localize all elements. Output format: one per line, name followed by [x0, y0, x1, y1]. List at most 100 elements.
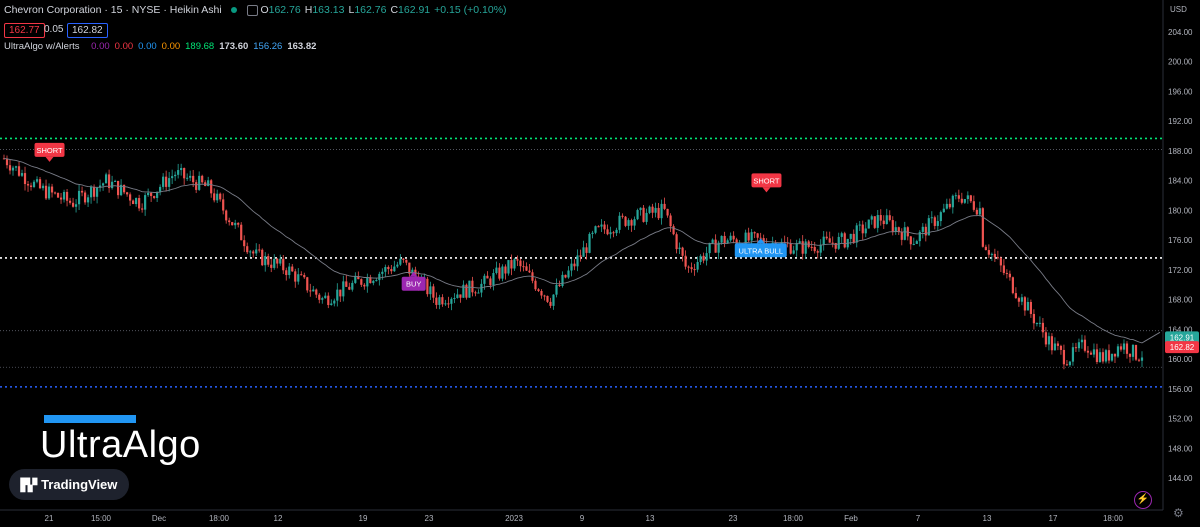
candle-body	[603, 224, 606, 230]
candle-body	[47, 186, 51, 199]
candle-body	[750, 232, 753, 241]
candle-body	[843, 233, 846, 248]
candle-body	[23, 173, 27, 185]
y-tick-label: 180.00	[1168, 206, 1193, 215]
candle-body	[195, 182, 198, 190]
x-tick-label: 13	[646, 514, 655, 523]
candle-body	[1050, 336, 1054, 351]
candle-body	[303, 275, 306, 278]
candle-body	[489, 278, 492, 286]
lightning-icon[interactable]: ⚡	[1134, 491, 1152, 509]
candle-body	[366, 277, 369, 287]
candle-body	[1077, 342, 1081, 349]
candle-body	[180, 168, 183, 171]
ohlc-key: L	[348, 4, 355, 16]
candle-body	[219, 193, 222, 200]
candle-body	[1011, 277, 1014, 294]
y-tick-label: 156.00	[1168, 385, 1193, 394]
signal-short[interactable]: SHORT	[34, 142, 65, 162]
candle-body	[396, 264, 399, 267]
candle-body	[1119, 346, 1123, 350]
candle-body	[68, 200, 72, 203]
candle-body	[1080, 339, 1084, 343]
candle-body	[633, 219, 636, 226]
candle-body	[159, 186, 162, 192]
candle-body	[126, 192, 129, 195]
candle-body	[288, 266, 291, 276]
candle-body	[426, 278, 429, 295]
buy-price-box[interactable]: 162.82	[67, 23, 108, 38]
candle-body	[1140, 357, 1144, 361]
currency-label: USD	[1170, 5, 1187, 14]
candle-body	[642, 207, 645, 222]
candle-body	[345, 281, 348, 287]
candle-body	[77, 190, 81, 205]
candle-body	[1014, 293, 1017, 299]
candle-body	[669, 215, 672, 227]
candle-body	[240, 224, 243, 241]
indicator-name[interactable]: UltraAlgo w/Alerts	[4, 41, 80, 52]
candle-body	[942, 208, 945, 213]
candle-body	[378, 273, 381, 281]
candle-body	[522, 266, 525, 268]
candle-body	[297, 274, 300, 282]
y-tick-label: 144.00	[1168, 474, 1193, 483]
candle-body	[912, 243, 915, 245]
candle-body	[645, 212, 648, 222]
candle-body	[699, 255, 702, 263]
candle-body	[71, 202, 75, 207]
y-tick-label: 184.00	[1168, 177, 1193, 186]
candle-body	[357, 276, 360, 280]
market-status-icon	[230, 7, 237, 14]
candle-body	[513, 259, 516, 269]
price-axis-label-bg	[1165, 331, 1199, 344]
candle-body	[441, 297, 444, 305]
candle-body	[95, 187, 99, 197]
candle-body	[246, 246, 249, 253]
candle-body	[117, 180, 120, 196]
candle-body	[339, 289, 342, 297]
candle-body	[282, 258, 285, 271]
candle-body	[312, 289, 315, 292]
eye-icon[interactable]	[246, 4, 258, 16]
sell-price-box[interactable]: 162.77	[4, 23, 45, 38]
candle-body	[432, 286, 435, 298]
signal-ultrabull[interactable]: ULTRA BULL	[734, 238, 787, 258]
candle-body	[918, 231, 921, 242]
candle-body	[582, 247, 585, 257]
y-tick-label: 196.00	[1168, 87, 1193, 96]
candle-body	[1062, 349, 1066, 365]
candle-body	[648, 206, 651, 213]
candle-body	[1083, 339, 1087, 351]
tradingview-label: TradingView	[41, 477, 118, 492]
symbol-title[interactable]: Chevron Corporation · 15 · NYSE · Heikin…	[4, 4, 222, 16]
y-tick-label: 204.00	[1168, 28, 1193, 37]
tradingview-badge[interactable]: ▛▞ TradingView	[9, 469, 129, 500]
candle-body	[35, 179, 39, 182]
signal-badge	[751, 173, 782, 188]
candle-body	[333, 300, 336, 304]
candle-body	[939, 212, 942, 222]
y-tick-label: 160.00	[1168, 355, 1193, 364]
candle-body	[387, 267, 390, 270]
candle-body	[855, 225, 858, 243]
y-tick-label: 192.00	[1168, 117, 1193, 126]
brand-accent-bar	[44, 415, 136, 423]
candle-body	[1026, 301, 1029, 311]
x-tick-label: 18:00	[1103, 514, 1124, 523]
candle-body	[630, 220, 633, 226]
price-axis-label: 162.91	[1170, 333, 1195, 342]
candle-body	[1044, 332, 1048, 345]
candle-body	[507, 260, 510, 274]
gear-icon[interactable]: ⚙	[1173, 506, 1184, 520]
candle-body	[411, 269, 414, 274]
candle-body	[606, 229, 609, 235]
candle-body	[639, 207, 642, 211]
indicator-value: 0.00	[161, 41, 181, 52]
indicator-value: 156.26	[253, 41, 283, 52]
signal-short[interactable]: SHORT	[751, 173, 782, 193]
candle-body	[879, 215, 882, 221]
indicator-value: 173.60	[219, 41, 249, 52]
signal-buy[interactable]: BUY	[401, 271, 426, 291]
